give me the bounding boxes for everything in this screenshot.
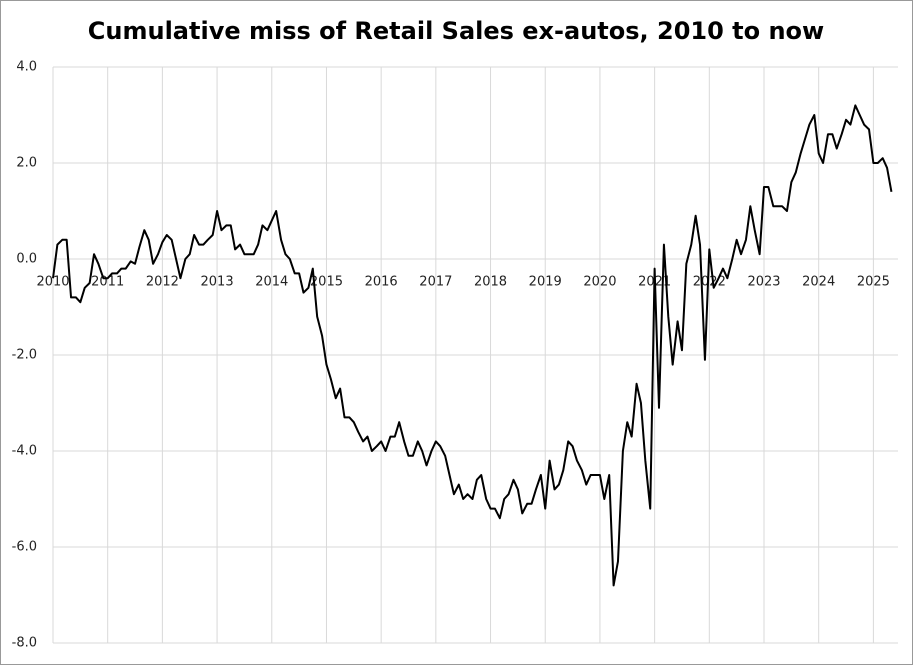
y-tick-label: -6.0 — [12, 540, 37, 555]
x-tick-label: 2011 — [91, 275, 124, 290]
x-tick-label: 2023 — [747, 275, 780, 290]
y-tick-label: 4.0 — [16, 60, 37, 75]
x-tick-label: 2010 — [36, 275, 69, 290]
x-tick-label: 2013 — [201, 275, 234, 290]
y-tick-label: -8.0 — [12, 636, 37, 651]
x-tick-label: 2017 — [419, 275, 452, 290]
chart-title: Cumulative miss of Retail Sales ex-autos… — [88, 17, 824, 45]
x-tick-label: 2019 — [529, 275, 562, 290]
data-line — [52, 104, 893, 587]
y-tick-label: -4.0 — [12, 444, 37, 459]
x-tick-label: 2015 — [310, 275, 343, 290]
y-tick-label: 2.0 — [16, 156, 37, 171]
x-tick-label: 2025 — [857, 275, 890, 290]
x-tick-label: 2024 — [802, 275, 835, 290]
x-tick-label: 2016 — [365, 275, 398, 290]
x-tick-label: 2022 — [693, 275, 726, 290]
y-tick-label: 0.0 — [16, 252, 37, 267]
x-tick-label: 2014 — [255, 275, 288, 290]
x-tick-label: 2020 — [583, 275, 616, 290]
x-tick-label: 2012 — [146, 275, 179, 290]
y-tick-label: -2.0 — [12, 348, 37, 363]
x-tick-label: 2018 — [474, 275, 507, 290]
